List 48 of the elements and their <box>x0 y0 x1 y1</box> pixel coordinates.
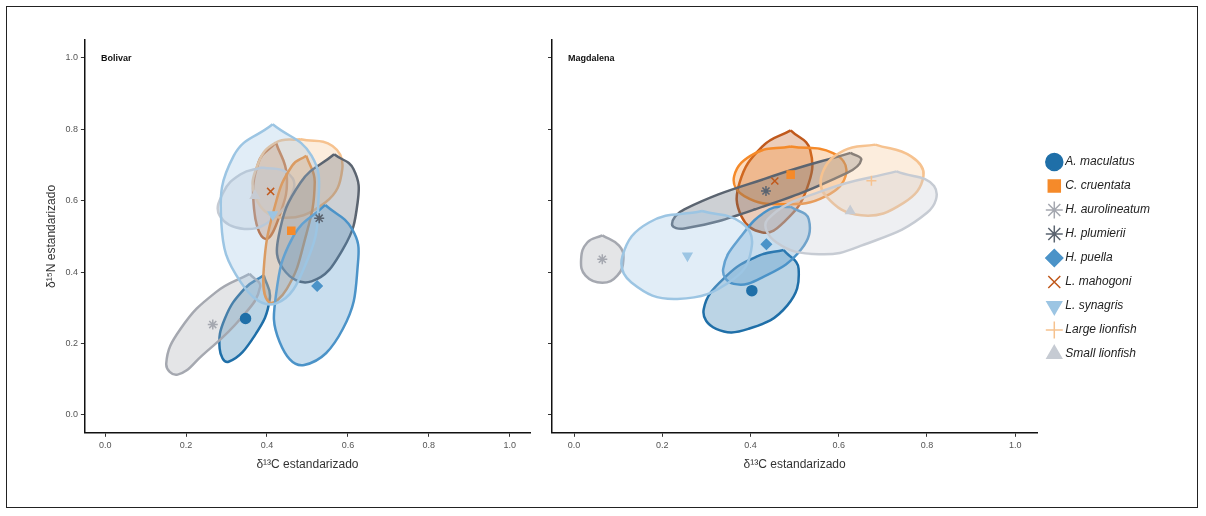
legend-label: L. synagris <box>1065 298 1124 313</box>
point <box>845 205 856 215</box>
point <box>682 252 693 262</box>
x-tick-label: 0.4 <box>744 439 757 450</box>
point <box>311 280 323 292</box>
y-tick-label: 0.2 <box>65 338 78 349</box>
point <box>239 312 252 325</box>
point <box>207 318 219 331</box>
x-axis-title: δ¹³C estandarizado <box>256 457 359 472</box>
y-tick-label: 0.4 <box>65 266 78 277</box>
point <box>746 284 758 297</box>
x-tick-label: 1.0 <box>503 439 517 450</box>
x-tick-label: 0.4 <box>260 439 274 450</box>
legend-label: H. plumierii <box>1065 226 1126 241</box>
point <box>760 185 772 197</box>
x-axis-title: δ¹³C estandarizado <box>743 457 846 472</box>
legend-label: A. maculatus <box>1064 154 1135 169</box>
y-tick-label: 0.6 <box>65 195 78 206</box>
text: Magdalena <box>568 52 616 63</box>
y-tick-label: 0.8 <box>65 123 78 134</box>
x-tick-label: 0.8 <box>422 439 436 450</box>
legend-label: Small lionfish <box>1065 346 1137 361</box>
x-tick-label: 0.6 <box>341 439 355 450</box>
text: Bolivar <box>100 52 132 63</box>
x-tick-label: 0.2 <box>179 439 193 450</box>
x-tick-label: 0.0 <box>98 439 112 450</box>
legend-label: Large lionfish <box>1065 322 1137 337</box>
point <box>760 238 773 251</box>
y-tick-label: 0.0 <box>65 409 78 420</box>
y-axis-title: δ¹⁵N estandarizado <box>43 184 58 288</box>
point <box>267 211 278 221</box>
legend-label: L. mahogoni <box>1065 274 1132 289</box>
legend-label: H. puella <box>1065 250 1113 265</box>
legend-label: H. aurolineatum <box>1065 202 1151 217</box>
x-tick-label: 0.8 <box>920 439 934 450</box>
point <box>313 212 325 224</box>
point <box>770 176 780 186</box>
point <box>286 226 296 235</box>
point <box>865 174 878 187</box>
x-tick-label: 0.0 <box>567 439 581 450</box>
x-tick-label: 1.0 <box>1008 439 1022 450</box>
x-tick-label: 0.2 <box>656 439 669 450</box>
point <box>266 187 275 196</box>
x-tick-label: 0.6 <box>832 439 846 450</box>
point <box>786 170 795 179</box>
legend-label: C. cruentata <box>1065 178 1131 193</box>
point <box>249 189 260 199</box>
y-tick-label: 1.0 <box>65 52 78 63</box>
